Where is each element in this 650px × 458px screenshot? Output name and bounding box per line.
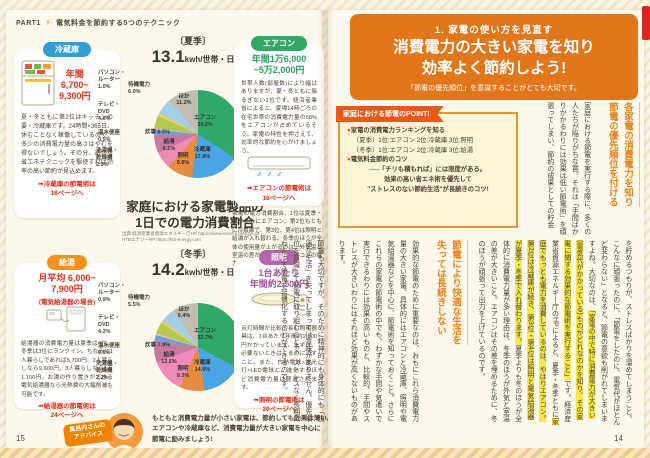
fridge-price: 年間 6,700~ 9,300円 — [59, 68, 91, 102]
pie-callout-label: テレビ・ DVD 4.6% — [98, 102, 121, 122]
ceiling-light-icon — [241, 291, 317, 322]
article-heading-2: 節電により快適な生活を 失っては長続きしない — [433, 240, 468, 345]
aircon-price: 年間1万6,000 ~5万2,000円 — [251, 54, 307, 76]
water-price: 月平均 6,000~ 7,900円 — [38, 273, 96, 295]
section-subtitle: 「節電の優先順位」を意識することがとても大切です。 — [407, 84, 581, 92]
water-heater-card: 給湯 月平均 6,000~ 7,900円 (電気給湯器の場合) 給湯器の消費電力… — [14, 255, 120, 419]
article-intro-block: 各家電の消費電力を知り 節電の優先順位を付ける 家庭における節電を実行する際に、… — [522, 102, 644, 236]
left-main-title: 家庭における家電製品の 1日での電力消費割合 — [126, 200, 264, 230]
fridge-badge: 冷蔵庫 — [43, 42, 91, 57]
pie-callout-label: テレビ・ DVD 4.2% — [98, 315, 121, 335]
pie-slice-label: 照明 9.3% — [176, 366, 190, 380]
fridge-body: 夏・冬ともに第2位はキッチンの要・冷蔵庫です。24時間×365日、休むことなく稼… — [21, 115, 113, 175]
pie-callout-label: 待機電力 6.0% — [128, 82, 151, 95]
point-line: ──「チリも積もれば」には限度がある。 — [370, 166, 486, 173]
fridge-page-link: ➡冷蔵庫の節電術は 18ページへ — [38, 181, 96, 198]
section-index-tab — [642, 6, 650, 40]
point-box-label: 家庭における節電のPOINT! — [336, 106, 444, 122]
pie-slice-label: ほか 11.2% — [176, 93, 192, 107]
left-page: PART1 ⚡ 電気料金を節約する5つのテクニック 冷蔵庫 年間 6,700~ … — [6, 10, 333, 451]
winter-total: 14.2kwh/世帯・日 — [151, 260, 235, 279]
pie-callout-label: パソコン・ ルーター 1.0% — [98, 70, 126, 90]
article-paragraph-3: 節電も大切ですが、そのために精神的にも身体的にも「快適な生活」を失ってしまっては… — [280, 240, 324, 422]
pie-callout-label: 待機電力 5.5% — [128, 295, 151, 308]
winter-pie-chart: エアコン 32.7% 冷蔵庫 14.9% 照明 9.3% 給湯 12.5% 炊事 7.9… — [96, 283, 242, 391]
section-title: 消費電力の大きい家電を知り 効率よく節約しよう! — [393, 39, 595, 77]
aircon-icon — [241, 156, 317, 181]
section-kicker: 1. 家電の使い方を見直す — [434, 25, 554, 36]
point-line: 効果の高い省エネ術を優先して — [384, 175, 472, 183]
aircon-badge: エアコン — [251, 36, 307, 51]
pie-slice-label: エアコン 32.7% — [194, 327, 217, 341]
lighting-body: 点灯時間が比較的長い照明器具は、1台あたり年間約2,500円かかっています。まず… — [241, 325, 317, 392]
fridge-icon — [21, 60, 55, 111]
aircon-body: 世帯人数(部屋数)により幅はありますが、夏・冬ともに揺るぎない1位です。経済産業… — [241, 80, 317, 155]
pie-slice-label: 給湯 12.5% — [161, 352, 177, 366]
title-box: 1. 家電の使い方を見直す 消費電力の大きい家電を知り 効率よく節約しよう! 「… — [350, 14, 638, 100]
water-body: 給湯器の消費電力量は夏季は4位、冬季は3位にランクイン。ちなみに1人暮らしであれ… — [21, 340, 113, 398]
water-heater-icon — [21, 306, 113, 337]
advisor-avatar — [104, 412, 144, 457]
pie-callout-label: 洗濯機・ 乾燥機 2.2% — [96, 361, 119, 381]
lighting-price: 1台あたり 年間約2,500円 — [249, 268, 309, 290]
winter-season-label: 〔冬季〕 — [174, 249, 211, 259]
fridge-card: 冷蔵庫 年間 6,700~ 9,300円 夏・冬ともに第2位はキッチンの要・冷蔵… — [14, 42, 120, 218]
pie-callout-label: 温水便座 0.5% — [98, 130, 121, 143]
pie-slice-label: 冷蔵庫 14.9% — [194, 360, 211, 374]
lighting-page-link: ➡照明の節電術は 20ページへ — [253, 396, 305, 413]
water-price-note: (電気給湯器の場合) — [38, 298, 96, 306]
part-label: PART1 — [16, 20, 41, 27]
pie-callout-label: 洗濯機・ 乾燥機 2.3% — [96, 148, 119, 168]
point-box: 家庭における節電のPOINT! ●家電の消費電力ランキングを知る 〔夏季〕1位:… — [336, 106, 518, 228]
point-heading-1: ●家電の消費電力ランキングを知る — [347, 127, 446, 134]
source-note: 出典:経済産業省資源エネルギー庁HP https://www.enecho.me… — [122, 231, 260, 243]
pie-callout-label: パソコン・ ルーター 0.9% — [98, 283, 126, 303]
bolt-icon: ⚡ — [45, 18, 52, 27]
lighting-card: 照明 1台あたり 年間約2,500円 点灯時間が比較的長い照明器具は、1台あたり… — [234, 250, 324, 413]
pie-slice-label: 炊事 6.5% — [144, 129, 171, 136]
pie-slice-label: 給湯 6.1% — [162, 139, 176, 153]
left-page-number: 15 — [16, 434, 25, 443]
lighting-badge: 照明 — [259, 250, 299, 265]
article-heading-1: 各家電の消費電力を知り 節電の優先順位を付ける — [605, 102, 640, 207]
advisor-text: もともと消費電力量が小さい家電は、節約しても効果は薄い。 エアコンや冷蔵庫など、… — [152, 415, 334, 443]
winter-chart-head: 〔冬季〕 14.2kwh/世帯・日 — [118, 247, 268, 280]
water-page-link: ➡給湯器の節電術は 24ページへ — [38, 403, 96, 420]
pie-slice-label: 炊事 7.9% — [144, 342, 171, 349]
point-heading-2: ●電気料金節約のコツ — [347, 156, 408, 164]
summer-chart-head: 〔夏季〕 13.1kwh/世帯・日 — [118, 34, 268, 67]
water-badge: 給湯 — [47, 255, 87, 270]
bottom-stripe-band — [0, 448, 650, 458]
pie-slice-label: エアコン 34.2% — [194, 114, 217, 128]
right-page: 1. 家電の使い方を見直す 消費電力の大きい家電を知り 効率よく節約しよう! 「… — [280, 6, 650, 448]
point-line: "ストレスのない節約生活"が長続きのコツ! — [367, 185, 489, 193]
pie-slice-label: ほか 9.4% — [177, 306, 191, 320]
page-header: PART1 ⚡ 電気料金を節約する5つのテクニック — [16, 18, 180, 28]
point-line: 〔夏季〕1位:エアコン 2位:冷蔵庫 3位:照明 — [353, 136, 474, 144]
point-box-body: ●家電の消費電力ランキングを知る 〔夏季〕1位:エアコン 2位:冷蔵庫 3位:照… — [340, 114, 516, 198]
winter-pie-wrap: エアコン 32.7% 冷蔵庫 14.9% 照明 9.3% 給湯 12.5% 炊事 7.9… — [62, 277, 257, 402]
header-title: 電気料金を節約する5つのテクニック — [55, 20, 181, 27]
right-page-number: 14 — [614, 434, 623, 443]
pie-slice-label: 照明 9.6% — [176, 153, 190, 167]
summer-pie-chart: エアコン 34.2% 冷蔵庫 17.8% 照明 9.6% 給湯 6.1% 炊事 6.5%… — [96, 70, 242, 178]
summer-season-label: 〔夏季〕 — [174, 36, 211, 46]
article-main-block: を貯めるつもりが、ストレスばかりを溜めてしまうこと。こんなに頑張ったのに、「節電… — [280, 240, 642, 426]
article-paragraph-2: 効果的な節電のために重要なのは、おもにこれら消費電力量の大きい家電、具体的にはエ… — [338, 240, 419, 422]
pie-slice-label: 冷蔵庫 17.8% — [194, 147, 211, 161]
summer-total: 13.1kwh/世帯・日 — [151, 47, 235, 66]
point-line: 〔冬季〕1位:エアコン 2位:冷蔵庫 3位:給湯 — [353, 146, 474, 154]
pie-callout-label: 温水便座 0.6% — [98, 343, 121, 356]
aircon-page-link: ➡エアコンの節電術は 16ページへ — [247, 185, 311, 202]
aircon-card: エアコン 年間1万6,000 ~5万2,000円 世帯人数(部屋数)により幅はあ… — [234, 36, 324, 206]
article-paragraph-1: を貯めるつもりが、ストレスばかりを溜めてしまうこと。こんなに頑張ったのに、「節電… — [478, 240, 632, 426]
advisor-note: 風呂内さんの アドバイス もともと消費電力量が小さい家電は、節約しても効果は薄い… — [62, 410, 333, 457]
page-fold — [318, 10, 334, 448]
summer-pie-wrap: エアコン 34.2% 冷蔵庫 17.8% 照明 9.6% 給湯 6.1% 炊事 6.5%… — [62, 64, 257, 189]
article-intro: 家庭における節電を実行する際に、多くの人たちが陥りがちな罠。それは「手間ばかりか… — [546, 102, 591, 235]
